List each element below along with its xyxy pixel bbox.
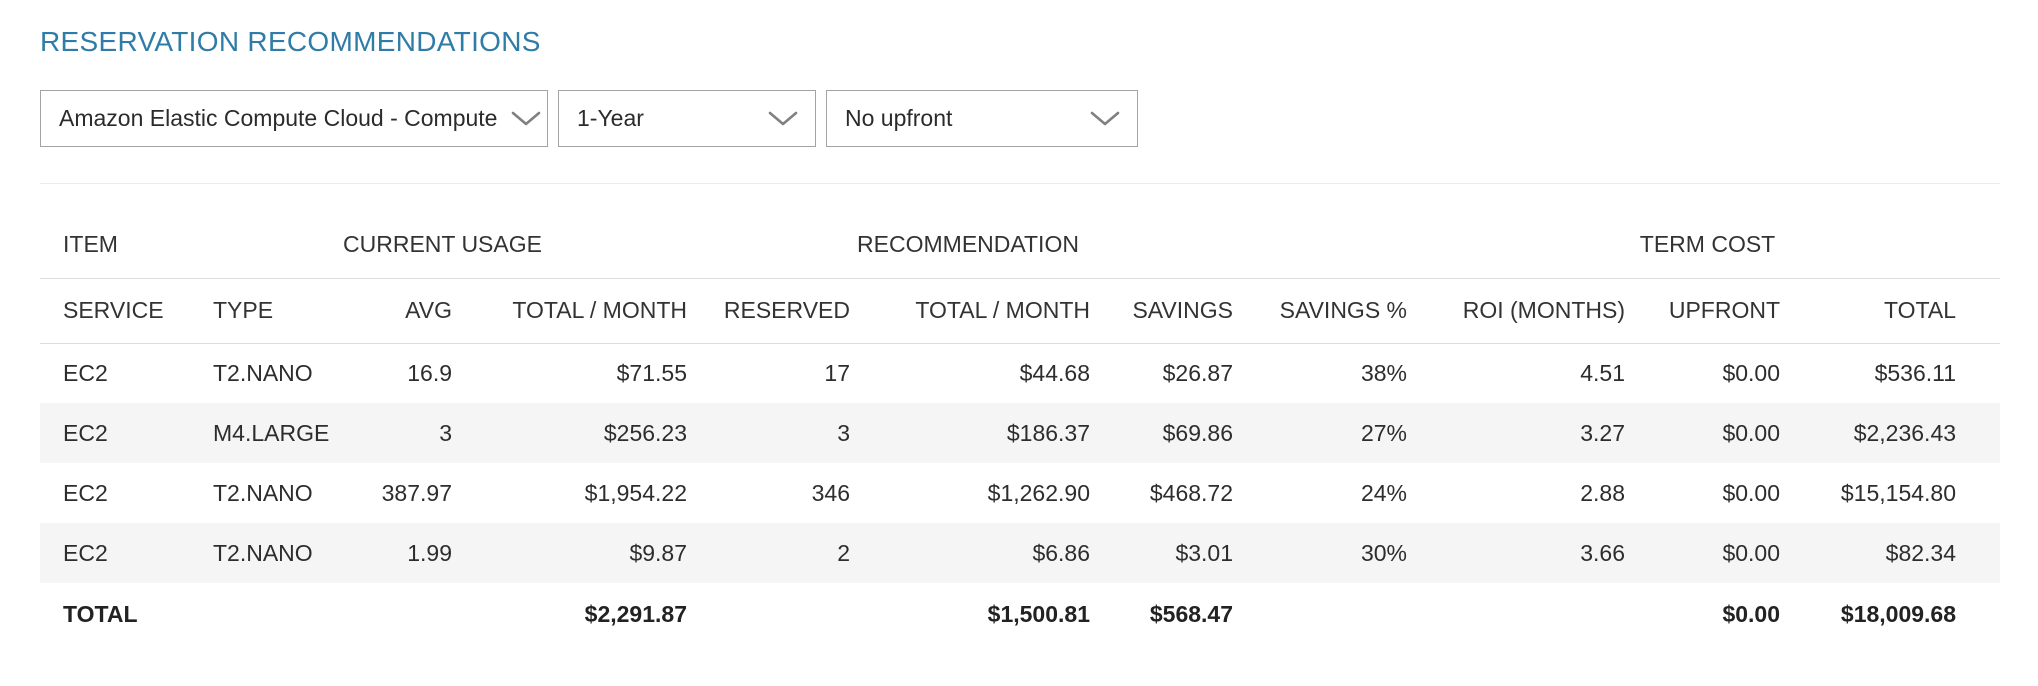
table-cell: 27% — [1360, 419, 1407, 446]
group-header-current-usage: CURRENT USAGE — [343, 230, 542, 257]
column-header: TOTAL / MONTH — [460, 277, 695, 344]
filter-bar: Amazon Elastic Compute Cloud - Compute 1… — [40, 90, 2038, 147]
table-cell: 38% — [1360, 359, 1407, 386]
table-row: EC2 M4.LARGE 3 $256.23 3 $186.37 $69.86 27% 3.27… — [40, 403, 2001, 463]
column-header: SAVINGS — [1098, 277, 1241, 344]
table-cell: $26.87 — [1162, 359, 1233, 386]
table-cell: EC2 — [63, 539, 108, 566]
term-filter-value: 1-Year — [577, 105, 644, 131]
table-cell: 17 — [824, 359, 850, 386]
service-filter-value: Amazon Elastic Compute Cloud - Compute — [59, 105, 498, 131]
table-cell: 346 — [811, 479, 850, 506]
column-header: TOTAL / MONTH — [858, 277, 1098, 344]
total-cell — [345, 583, 460, 646]
column-header: TYPE — [190, 277, 345, 344]
table-cell: EC2 — [63, 359, 108, 386]
table-cell: $82.34 — [1885, 539, 1957, 566]
total-cell: $568.47 — [1149, 601, 1233, 627]
divider — [40, 183, 2000, 184]
column-header: UPFRONT — [1633, 277, 1788, 344]
total-cell: TOTAL — [63, 601, 138, 627]
table-cell: $69.86 — [1162, 419, 1233, 446]
table-cell: M4.LARGE — [213, 419, 330, 446]
table-cell: T2.NANO — [213, 479, 313, 506]
chevron-down-icon — [512, 111, 541, 125]
column-header-row: SERVICE TYPE AVG TOTAL / MONTH RESERVED TOTAL… — [40, 277, 2001, 344]
group-header-spacer — [1241, 184, 1415, 278]
table-cell: EC2 — [63, 479, 108, 506]
payment-filter-value: No upfront — [845, 105, 953, 131]
table-cell: $9.87 — [629, 539, 687, 566]
table-cell: 3 — [837, 419, 850, 446]
table-cell: 2.88 — [1580, 479, 1625, 506]
table-cell: 3 — [439, 419, 452, 446]
table-cell: $71.55 — [616, 359, 687, 386]
table-cell: $0.00 — [1722, 419, 1780, 446]
table-cell: $44.68 — [1019, 359, 1090, 386]
service-filter-dropdown[interactable]: Amazon Elastic Compute Cloud - Compute — [40, 90, 548, 147]
total-cell: $0.00 — [1722, 601, 1780, 627]
total-cell: $18,009.68 — [1840, 601, 1957, 627]
table-cell: $468.72 — [1149, 479, 1233, 506]
table-cell: $0.00 — [1722, 479, 1780, 506]
table-header: ITEM CURRENT USAGE RECOMMENDATION TERM C… — [40, 184, 2001, 344]
table-cell: $15,154.80 — [1840, 479, 1957, 506]
group-header-recommendation: RECOMMENDATION — [857, 230, 1079, 257]
column-header: RESERVED — [695, 277, 858, 344]
table-cell: 2 — [837, 539, 850, 566]
page-title: RESERVATION RECOMMENDATIONS — [40, 26, 541, 57]
column-header: SAVINGS % — [1241, 277, 1415, 344]
table-row: EC2 T2.NANO 1.99 $9.87 2 $6.86 $3.01 30% 3.66 $0.… — [40, 523, 2001, 583]
table-cell: 1.99 — [407, 539, 452, 566]
table-cell: $536.11 — [1874, 359, 1957, 386]
table-cell: $6.86 — [1032, 539, 1090, 566]
table-row: EC2 T2.NANO 387.97 $1,954.22 346 $1,262.90 $46… — [40, 463, 2000, 523]
total-cell: $2,291.87 — [584, 601, 687, 627]
table-cell: 4.51 — [1580, 359, 1625, 386]
group-header-row: ITEM CURRENT USAGE RECOMMENDATION TERM C… — [40, 184, 2000, 278]
total-row: TOTAL $2,291.87 $1,500.81 $568.47 $0.00 $18,0… — [40, 583, 2000, 646]
term-filter-dropdown[interactable]: 1-Year — [558, 90, 816, 147]
payment-filter-dropdown[interactable]: No upfront — [826, 90, 1138, 147]
group-header-term-cost: TERM COST — [1639, 230, 1776, 257]
total-cell — [1415, 583, 1633, 646]
table-cell: T2.NANO — [213, 359, 313, 386]
total-cell: $1,500.81 — [987, 601, 1090, 627]
group-header-item: ITEM — [63, 230, 118, 257]
table-cell: T2.NANO — [213, 539, 313, 566]
reservation-recommendations-panel: RESERVATION RECOMMENDATIONS Amazon Elast… — [40, 26, 2038, 646]
table-cell: 30% — [1360, 539, 1407, 566]
column-header: ROI (MONTHS) — [1415, 277, 1633, 344]
table-cell: 387.97 — [381, 479, 452, 506]
column-header: SERVICE — [40, 277, 190, 344]
table-cell: 16.9 — [407, 359, 452, 386]
table-cell: $3.01 — [1175, 539, 1233, 566]
total-cell — [190, 583, 345, 646]
table-cell: $1,954.22 — [584, 479, 687, 506]
column-header: TOTAL — [1788, 277, 2001, 344]
table-cell: $2,236.43 — [1853, 419, 1957, 446]
table-body: EC2 T2.NANO 16.9 $71.55 17 $44.68 $26.87 38% 4.5… — [40, 343, 2001, 583]
total-cell — [1241, 583, 1415, 646]
table-cell: $0.00 — [1722, 539, 1780, 566]
table-footer: TOTAL $2,291.87 $1,500.81 $568.47 $0.00 $18,0… — [40, 583, 2000, 646]
table-cell: $256.23 — [603, 419, 687, 446]
table-row: EC2 T2.NANO 16.9 $71.55 17 $44.68 $26.87 38% 4.5… — [40, 343, 2000, 403]
column-header: AVG — [345, 277, 460, 344]
chevron-down-icon — [1090, 111, 1120, 125]
table-cell: $0.00 — [1722, 359, 1780, 386]
table-cell: $186.37 — [1006, 419, 1090, 446]
table-cell: 3.66 — [1580, 539, 1625, 566]
recommendations-table: ITEM CURRENT USAGE RECOMMENDATION TERM C… — [40, 184, 2001, 646]
chevron-down-icon — [768, 111, 798, 125]
total-cell — [695, 583, 858, 646]
table-cell: 3.27 — [1580, 419, 1625, 446]
table-cell: EC2 — [63, 419, 108, 446]
table-cell: $1,262.90 — [987, 479, 1090, 506]
table-cell: 24% — [1360, 479, 1407, 506]
